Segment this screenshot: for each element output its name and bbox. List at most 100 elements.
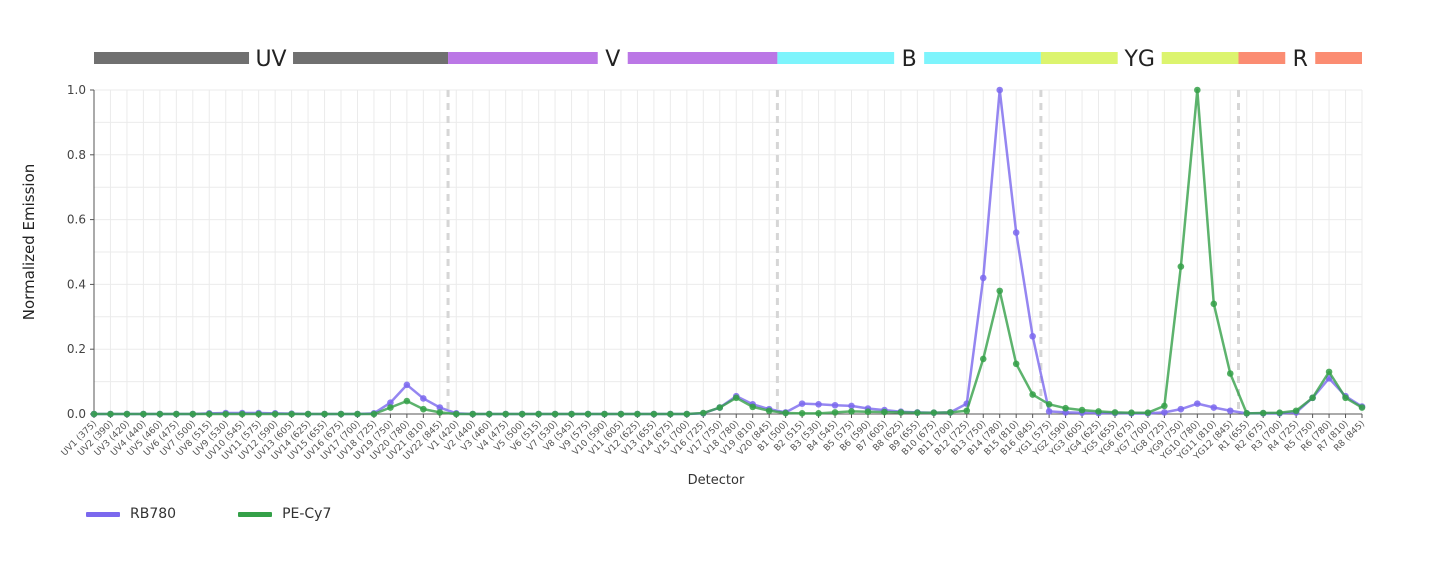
data-point-pe-cy7	[485, 410, 493, 418]
data-point-pe-cy7	[1309, 394, 1316, 402]
laser-bar-yg	[1040, 52, 1118, 64]
data-point-rb780	[831, 401, 839, 409]
data-point-pe-cy7	[1161, 402, 1168, 410]
data-point-pe-cy7	[815, 410, 822, 417]
laser-bar-r	[1238, 52, 1286, 64]
data-point-pe-cy7	[881, 408, 888, 416]
data-point-pe-cy7	[222, 410, 230, 418]
data-point-pe-cy7	[798, 410, 806, 417]
data-point-pe-cy7	[551, 410, 559, 418]
data-point-pe-cy7	[1029, 391, 1036, 398]
data-point-pe-cy7	[634, 410, 641, 418]
x-tick-labels: UV1 (375)UV2 (390)UV3 (420)UV4 (440)UV5 …	[60, 414, 1367, 463]
data-point-pe-cy7	[914, 409, 921, 417]
data-point-rb780	[1194, 400, 1201, 407]
data-point-rb780	[1210, 404, 1218, 411]
data-point-pe-cy7	[1111, 409, 1119, 416]
data-point-rb780	[815, 400, 822, 408]
data-point-pe-cy7	[1342, 394, 1349, 402]
data-point-pe-cy7	[1226, 370, 1234, 377]
data-point-pe-cy7	[173, 410, 180, 418]
data-point-pe-cy7	[238, 410, 246, 418]
data-point-pe-cy7	[518, 410, 526, 418]
laser-bar-b	[924, 52, 1041, 64]
data-point-pe-cy7	[502, 410, 509, 418]
data-point-pe-cy7	[1128, 409, 1135, 417]
legend-label-rb780: RB780	[130, 506, 177, 522]
data-point-pe-cy7	[354, 410, 361, 418]
laser-bar-r	[1315, 52, 1362, 64]
data-point-rb780	[798, 400, 806, 407]
data-point-pe-cy7	[189, 410, 197, 418]
laser-bands: UV V B YG R	[94, 47, 1362, 72]
data-point-pe-cy7	[930, 409, 938, 417]
data-point-rb780	[387, 399, 394, 406]
series-pe-cy7	[90, 86, 1366, 418]
laser-separators	[446, 90, 1240, 414]
data-point-pe-cy7	[140, 410, 147, 418]
data-point-pe-cy7	[337, 410, 345, 418]
y-tick-label: 0.4	[67, 277, 86, 291]
data-point-pe-cy7	[584, 410, 592, 418]
y-axis-label: Normalized Emission	[20, 164, 38, 321]
data-point-rb780	[1012, 229, 1020, 236]
laser-bar-yg	[1161, 52, 1239, 64]
data-point-pe-cy7	[979, 355, 987, 363]
y-tick-label: 0.0	[67, 407, 86, 421]
laser-bar-b	[777, 52, 895, 64]
data-point-pe-cy7	[370, 410, 378, 418]
data-point-pe-cy7	[1012, 360, 1020, 368]
data-point-pe-cy7	[716, 404, 724, 411]
series	[90, 86, 1366, 418]
data-point-pe-cy7	[667, 410, 674, 418]
data-point-pe-cy7	[1358, 404, 1366, 411]
data-point-pe-cy7	[864, 408, 872, 416]
data-point-rb780	[420, 395, 427, 402]
data-point-rb780	[1029, 332, 1036, 340]
data-point-pe-cy7	[156, 410, 164, 418]
data-point-rb780	[436, 404, 444, 411]
data-point-pe-cy7	[1259, 409, 1267, 417]
data-point-rb780	[403, 381, 411, 389]
data-point-pe-cy7	[650, 410, 658, 418]
data-point-pe-cy7	[1292, 407, 1300, 415]
laser-label-b: B	[902, 47, 917, 72]
y-tick-label: 0.6	[67, 213, 86, 227]
data-point-pe-cy7	[947, 409, 954, 416]
data-point-pe-cy7	[403, 397, 411, 405]
data-point-rb780	[848, 402, 855, 410]
data-point-pe-cy7	[732, 394, 740, 402]
data-point-pe-cy7	[436, 409, 444, 416]
laser-bar-uv	[293, 52, 449, 64]
legend-item-pe-cy7[interactable]: PE-Cy7	[238, 506, 331, 522]
data-point-pe-cy7	[963, 407, 971, 415]
data-point-pe-cy7	[1194, 86, 1201, 94]
laser-bar-v	[448, 52, 598, 64]
data-point-pe-cy7	[123, 410, 131, 418]
data-point-rb780	[996, 86, 1004, 94]
data-point-pe-cy7	[1078, 406, 1086, 414]
legend-item-rb780[interactable]: RB780	[86, 506, 176, 522]
data-point-rb780	[1226, 407, 1234, 415]
data-point-pe-cy7	[1177, 263, 1185, 270]
data-point-pe-cy7	[848, 408, 855, 415]
data-point-rb780	[979, 274, 987, 282]
data-point-pe-cy7	[1243, 410, 1251, 417]
laser-bar-v	[627, 52, 778, 64]
data-point-pe-cy7	[205, 410, 213, 418]
data-point-pe-cy7	[1045, 400, 1053, 408]
data-point-pe-cy7	[1210, 300, 1218, 308]
data-point-pe-cy7	[321, 410, 328, 418]
data-point-pe-cy7	[601, 410, 608, 418]
data-point-rb780	[1161, 409, 1168, 416]
data-point-pe-cy7	[420, 405, 427, 413]
data-point-pe-cy7	[535, 410, 542, 418]
data-point-pe-cy7	[782, 409, 789, 417]
data-point-pe-cy7	[617, 410, 625, 418]
laser-label-v: V	[605, 47, 620, 72]
data-point-pe-cy7	[1144, 409, 1152, 417]
y-tick-label: 1.0	[67, 83, 86, 97]
laser-label-r: R	[1293, 47, 1308, 72]
grid	[93, 89, 1363, 415]
data-point-pe-cy7	[831, 409, 839, 416]
